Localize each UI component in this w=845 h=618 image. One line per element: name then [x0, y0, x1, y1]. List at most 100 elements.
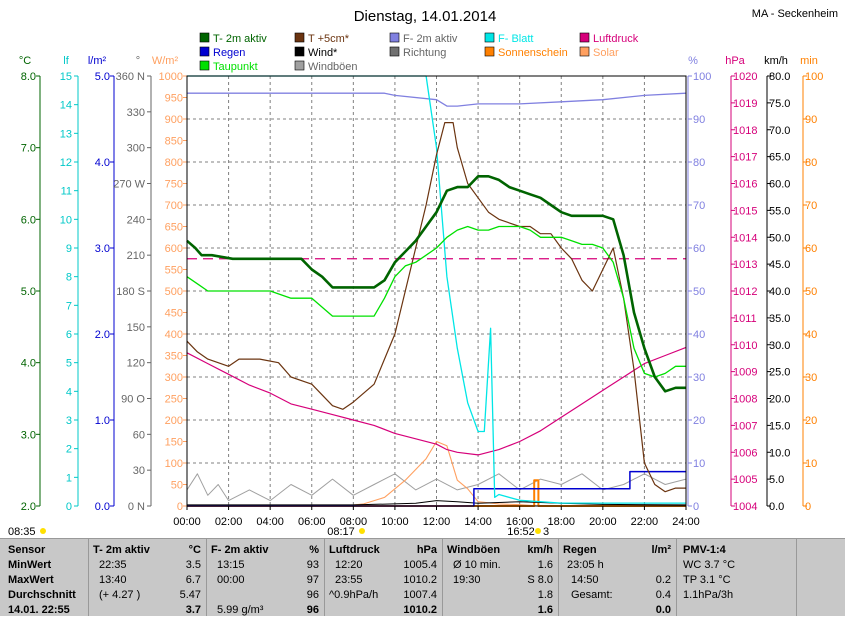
t2m-value: 3.5	[185, 559, 201, 571]
minutes-axis-label: 60	[805, 243, 817, 255]
sun-icon	[40, 528, 46, 534]
chart-legend: T- 2m aktiv T +5cm* F- 2m aktiv F- Blatt Luf…	[199, 32, 639, 73]
regen-label: 14:50	[571, 574, 599, 586]
luftdruck-header: Luftdruck	[329, 544, 380, 556]
divider	[796, 539, 797, 616]
direction-axis-label: 150	[127, 322, 145, 334]
humidity-axis-label: 100	[693, 71, 711, 83]
sensor-row: Durchschnitt	[8, 589, 76, 601]
minutes-axis-label: 10	[805, 458, 817, 470]
direction-axis-label: 180 S	[116, 286, 145, 298]
temp-axis-label: 4.0	[21, 358, 36, 370]
x-axis-label: 06:00	[298, 516, 326, 528]
x-axis-label: 22:00	[631, 516, 659, 528]
sun-markers: 08:35 08:17 16:52 3	[8, 526, 549, 538]
divider	[442, 539, 443, 616]
direction-axis-label: 120	[127, 358, 145, 370]
solar-axis-label: 0	[177, 501, 183, 513]
speed-axis-label: 75.0	[769, 98, 790, 110]
speed-axis-label: 0.0	[769, 501, 784, 513]
direction-axis-label: 240	[127, 214, 145, 226]
luftdruck-time: 23:55	[335, 574, 363, 586]
regen-header: Regen	[563, 544, 597, 556]
minutes-axis-label: 40	[805, 329, 817, 341]
direction-axis-label: 360 N	[116, 71, 145, 83]
legend-swatch	[199, 32, 210, 43]
t2m-unit: °C	[188, 544, 201, 556]
legend-label: Luftdruck	[593, 33, 639, 45]
pmv-row	[683, 603, 793, 618]
summary-f2m-col: F- 2m aktiv% 13:15 93 00:00 97 96 5.99 g/m…	[211, 539, 321, 616]
right-axes: 0102030405060708090100100410051006100710…	[687, 71, 823, 513]
direction-axis-label: 0 N	[128, 501, 145, 513]
f2m-time: 13:15	[217, 559, 245, 571]
humidity-axis-label: 60	[693, 243, 705, 255]
solar-axis-label: 1000	[159, 71, 183, 83]
leaf-axis-label: 13	[60, 128, 72, 140]
legend-swatch	[389, 46, 400, 57]
t2m-time: 13:40	[99, 574, 127, 586]
unit-temp: °C	[19, 55, 31, 67]
speed-axis-label: 70.0	[769, 125, 790, 137]
t2m-value: 5.47	[179, 589, 201, 601]
rain-axis-label: 4.0	[95, 157, 110, 169]
solar-axis-label: 850	[165, 136, 183, 148]
x-axis-label: 14:00	[464, 516, 492, 528]
legend-swatch	[199, 46, 210, 57]
minutes-axis-label: 90	[805, 114, 817, 126]
humidity-axis-label: 0	[693, 501, 699, 513]
temp-axis-label: 8.0	[21, 71, 36, 83]
solar-axis-label: 950	[165, 93, 183, 105]
legend-label: T +5cm*	[308, 33, 350, 45]
pressure-axis-label: 1006	[733, 447, 757, 459]
humidity-axis-label: 50	[693, 286, 705, 298]
chart-title: Dienstag, 14.01.2014	[354, 8, 497, 25]
sun-icon	[535, 528, 541, 534]
pressure-axis-label: 1016	[733, 179, 757, 191]
speed-axis-label: 65.0	[769, 152, 790, 164]
summary-regen-col: Regen l/m² 23:05 h 14:50 0.2 Gesamt: 0.4 0.…	[563, 539, 673, 616]
solar-axis-label: 600	[165, 243, 183, 255]
legend-swatch	[579, 46, 590, 57]
temp-axis-label: 5.0	[21, 286, 36, 298]
windboeen-value: 1.6	[537, 604, 553, 616]
series-luftdruck	[186, 346, 687, 456]
legend-label: F- 2m aktiv	[403, 33, 458, 45]
series-windb-en	[186, 473, 687, 502]
series-t-2m-aktiv	[186, 175, 686, 393]
unit-solar: W/m²	[152, 55, 179, 67]
regen-value: 0.4	[655, 589, 671, 601]
pressure-axis-label: 1017	[733, 152, 757, 164]
speed-axis-label: 10.0	[769, 447, 790, 459]
rain-axis-label: 1.0	[95, 415, 110, 427]
legend-swatch	[294, 32, 305, 43]
windboeen-header: Windböen	[447, 544, 501, 556]
solar-axis-label: 900	[165, 114, 183, 126]
direction-axis-label: 60	[133, 429, 145, 441]
luftdruck-value: 1005.4	[403, 559, 437, 571]
minutes-axis-label: 100	[805, 71, 823, 83]
t2m-header: T- 2m aktiv	[93, 544, 150, 556]
divider	[676, 539, 677, 616]
series-solar	[187, 440, 686, 507]
divider	[324, 539, 325, 616]
sensor-row: 14.01. 22:55	[8, 604, 70, 616]
legend-swatch	[294, 60, 305, 71]
unit-speed: km/h	[764, 55, 788, 67]
regen-label: Gesamt:	[571, 589, 613, 601]
legend-label: Sonnenschein	[498, 47, 568, 59]
x-axis-label: 12:00	[423, 516, 451, 528]
series-f-blatt	[187, 75, 686, 504]
solar-axis-label: 300	[165, 372, 183, 384]
summary-panel: Sensor MinWert MaxWert Durchschnitt 14.0…	[0, 538, 845, 616]
f2m-value: 97	[306, 574, 319, 586]
legend-label: T- 2m aktiv	[213, 33, 267, 45]
minutes-axis-label: 0	[805, 501, 811, 513]
solar-axis-label: 150	[165, 437, 183, 449]
minutes-axis-label: 30	[805, 372, 817, 384]
unit-pressure: hPa	[725, 55, 745, 67]
regen-value: 0.2	[655, 574, 671, 586]
station-name: MA - Seckenheim	[752, 8, 838, 20]
unit-minutes: min	[800, 55, 818, 67]
leaf-axis-label: 11	[61, 186, 72, 198]
